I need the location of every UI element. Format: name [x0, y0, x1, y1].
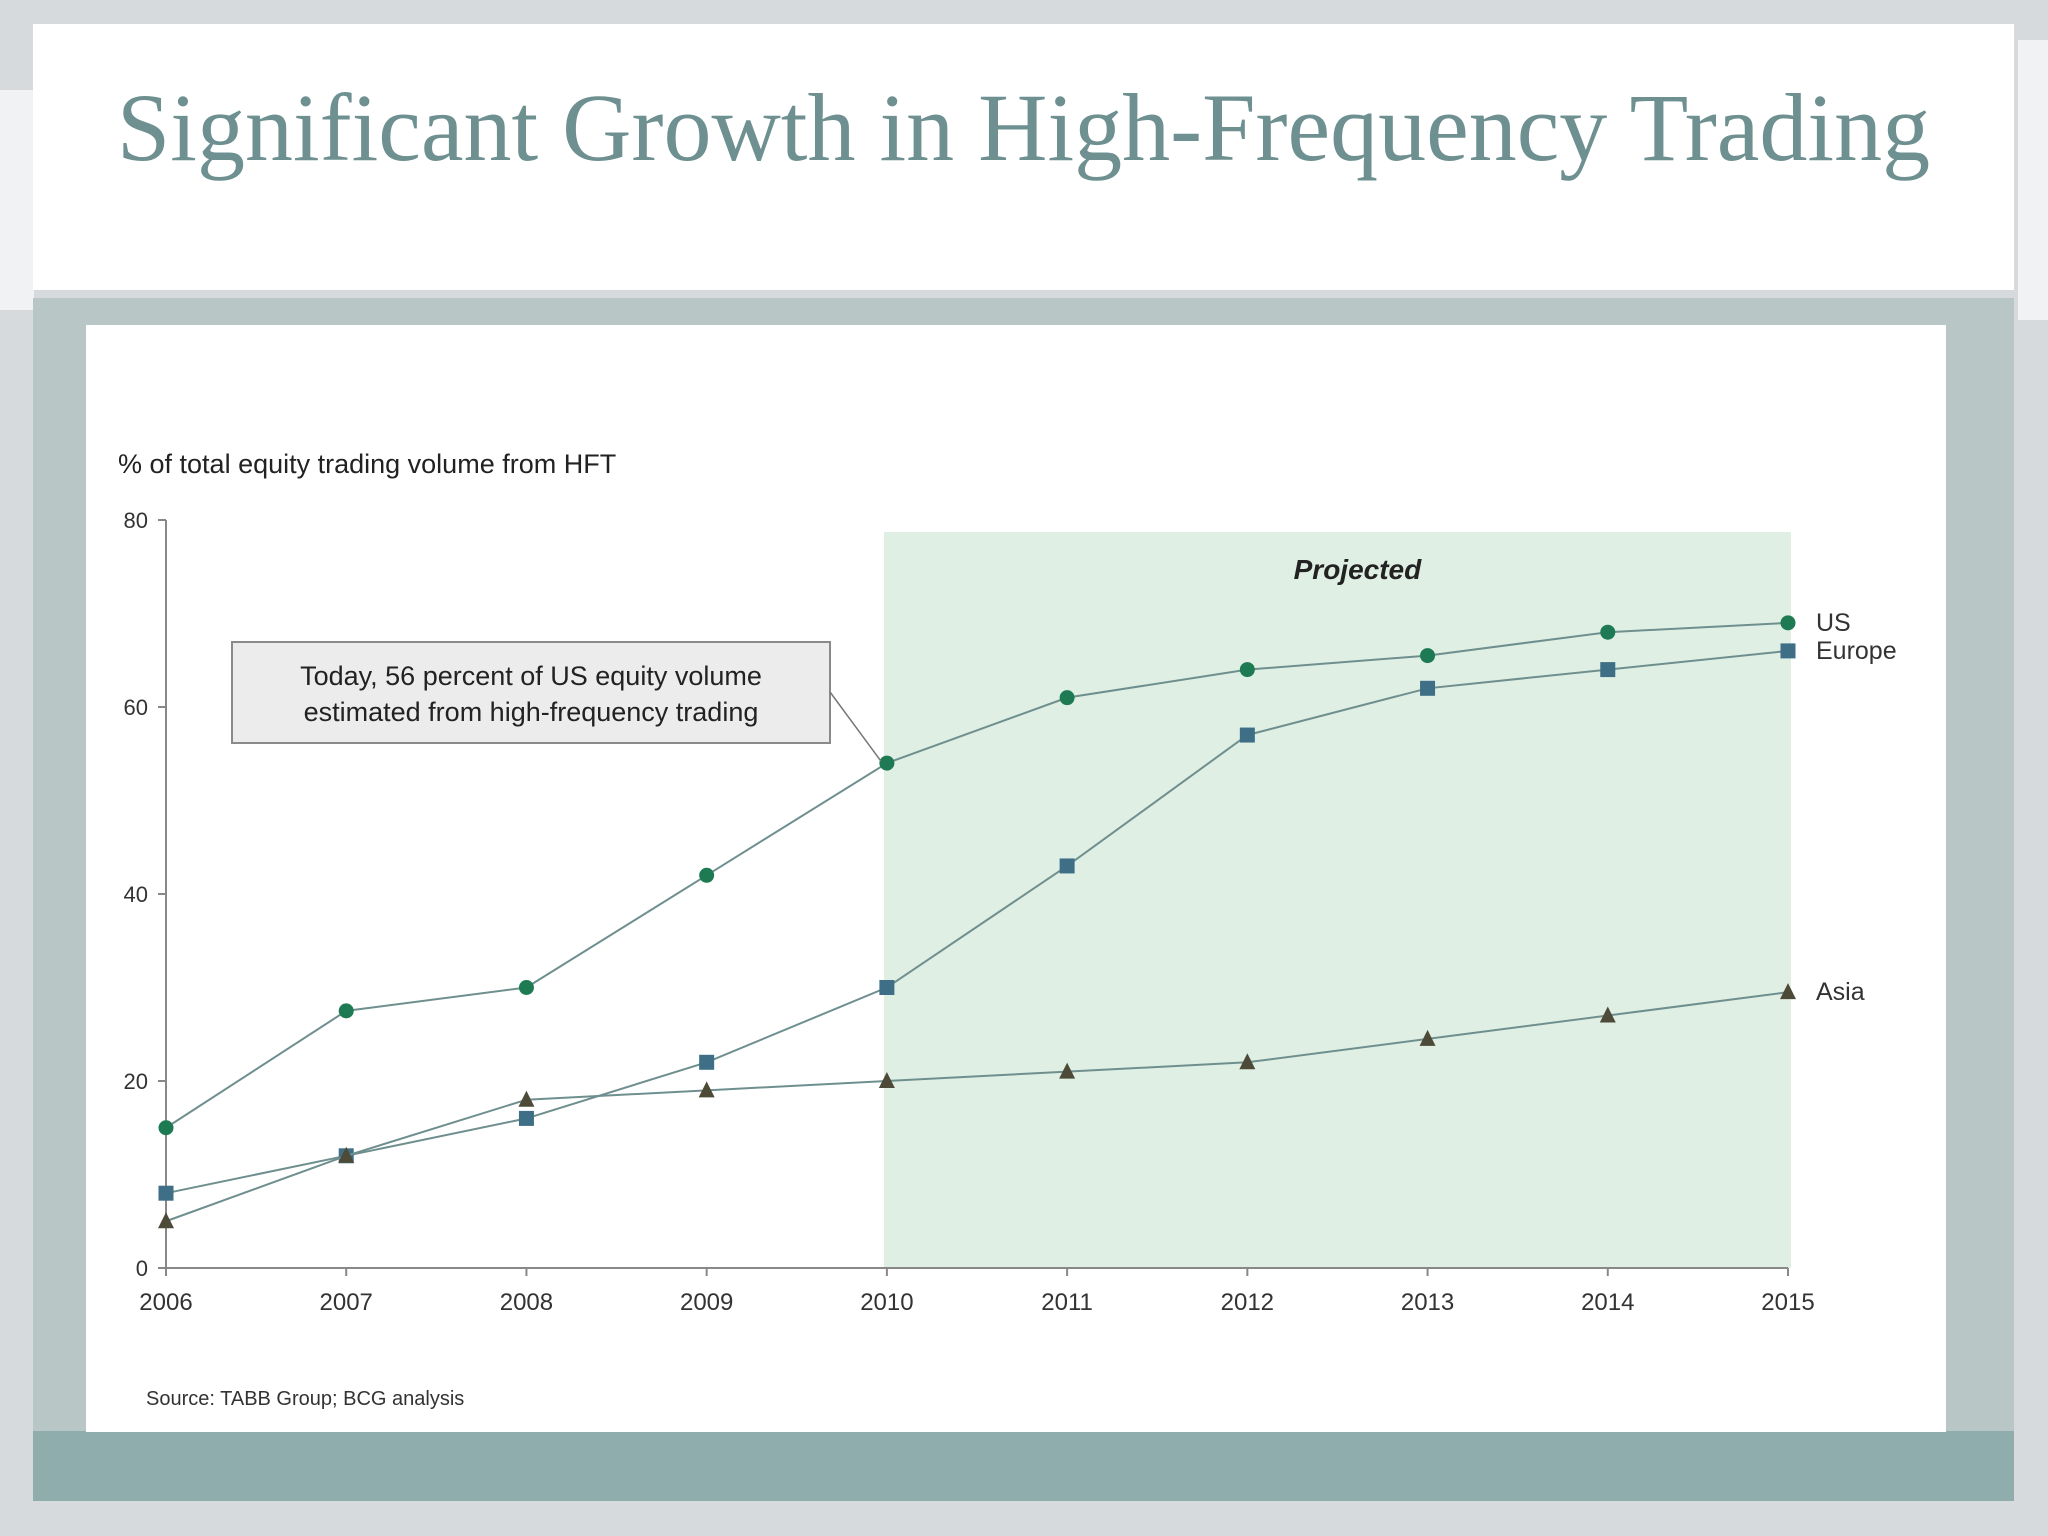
point-us: [699, 867, 715, 883]
point-europe: [1059, 858, 1075, 874]
chart: Projected 0 20 40 60 80 2006 2007 2008 2009 2010 20…: [118, 449, 1897, 1410]
y-tick-label: 20: [124, 1069, 148, 1094]
callout-pointer: [829, 691, 882, 762]
point-asia: [698, 1081, 715, 1098]
point-europe: [699, 1054, 715, 1070]
y-tick-label: 40: [124, 882, 148, 907]
point-asia: [518, 1090, 535, 1107]
point-europe: [158, 1185, 174, 1201]
point-us: [338, 1003, 354, 1019]
point-europe: [1600, 662, 1616, 678]
chart-panel: Projected 0 20 40 60 80 2006 2007 2008 2009 2010 20…: [86, 325, 1946, 1432]
projected-region-layer: [883, 532, 1791, 1268]
point-asia: [338, 1146, 355, 1163]
background-slide-edge-left: [0, 90, 34, 310]
point-us: [1059, 690, 1075, 706]
point-europe: [518, 1110, 534, 1126]
title-box: Significant Growth in High-Frequency Tra…: [33, 24, 2014, 290]
x-tick-label: 2011: [1041, 1289, 1093, 1316]
series-label-us: US: [1816, 609, 1851, 637]
point-europe: [1780, 643, 1796, 659]
point-us: [1420, 648, 1436, 664]
x-tick-label: 2012: [1221, 1289, 1274, 1316]
x-tick-label: 2010: [860, 1289, 913, 1316]
label-layer: Projected 0 20 40 60 80 2006 2007 2008 2009 2010 20…: [118, 449, 1897, 1410]
point-us: [879, 755, 895, 771]
x-tick-label: 2006: [139, 1289, 192, 1316]
point-europe: [1420, 680, 1436, 696]
series-line-asia: [165, 991, 1789, 1223]
callout-text-line-1: Today, 56 percent of US equity volume: [300, 661, 762, 691]
point-asia: [1780, 983, 1796, 1000]
source-note: Source: TABB Group; BCG analysis: [146, 1388, 464, 1410]
projected-label: Projected: [1294, 554, 1422, 585]
series-label-europe: Europe: [1816, 637, 1897, 665]
footer-band: [33, 1431, 2014, 1501]
x-tick-label: 2009: [680, 1289, 733, 1316]
series-line-us: [165, 621, 1789, 1129]
y-tick-label: 80: [124, 508, 148, 533]
point-asia: [1419, 1029, 1436, 1046]
projected-region: [883, 532, 1791, 1268]
y-tick-label: 60: [124, 695, 148, 720]
x-tick-label: 2015: [1761, 1289, 1814, 1316]
x-tick-label: 2014: [1581, 1289, 1634, 1316]
point-europe: [879, 980, 895, 995]
point-us: [1780, 615, 1796, 631]
callout-box: [231, 641, 831, 744]
callout-text-line-2: estimated from high-frequency trading: [304, 697, 759, 727]
point-us: [158, 1120, 174, 1136]
x-tick-label: 2013: [1401, 1289, 1454, 1316]
y-axis-title: % of total equity trading volume from HF…: [118, 449, 616, 479]
point-asia: [1599, 1006, 1616, 1023]
point-asia: [158, 1212, 174, 1229]
series-label-asia: Asia: [1816, 978, 1865, 1006]
point-us: [1600, 624, 1616, 640]
point-us: [1239, 662, 1255, 678]
point-us: [518, 980, 534, 995]
point-asia: [878, 1072, 895, 1088]
point-asia: [1239, 1053, 1256, 1070]
x-tick-label: 2008: [500, 1289, 553, 1316]
background-slide-edge-right: [2018, 40, 2048, 320]
series-layer: [158, 615, 1796, 1229]
point-europe: [1239, 727, 1255, 743]
y-tick-label: 0: [136, 1256, 148, 1281]
series-line-europe: [165, 649, 1789, 1195]
axis-layer: [158, 519, 1789, 1276]
slide-title: Significant Growth in High-Frequency Tra…: [116, 74, 1931, 181]
x-tick-label: 2007: [320, 1289, 373, 1316]
point-asia: [1059, 1062, 1076, 1079]
